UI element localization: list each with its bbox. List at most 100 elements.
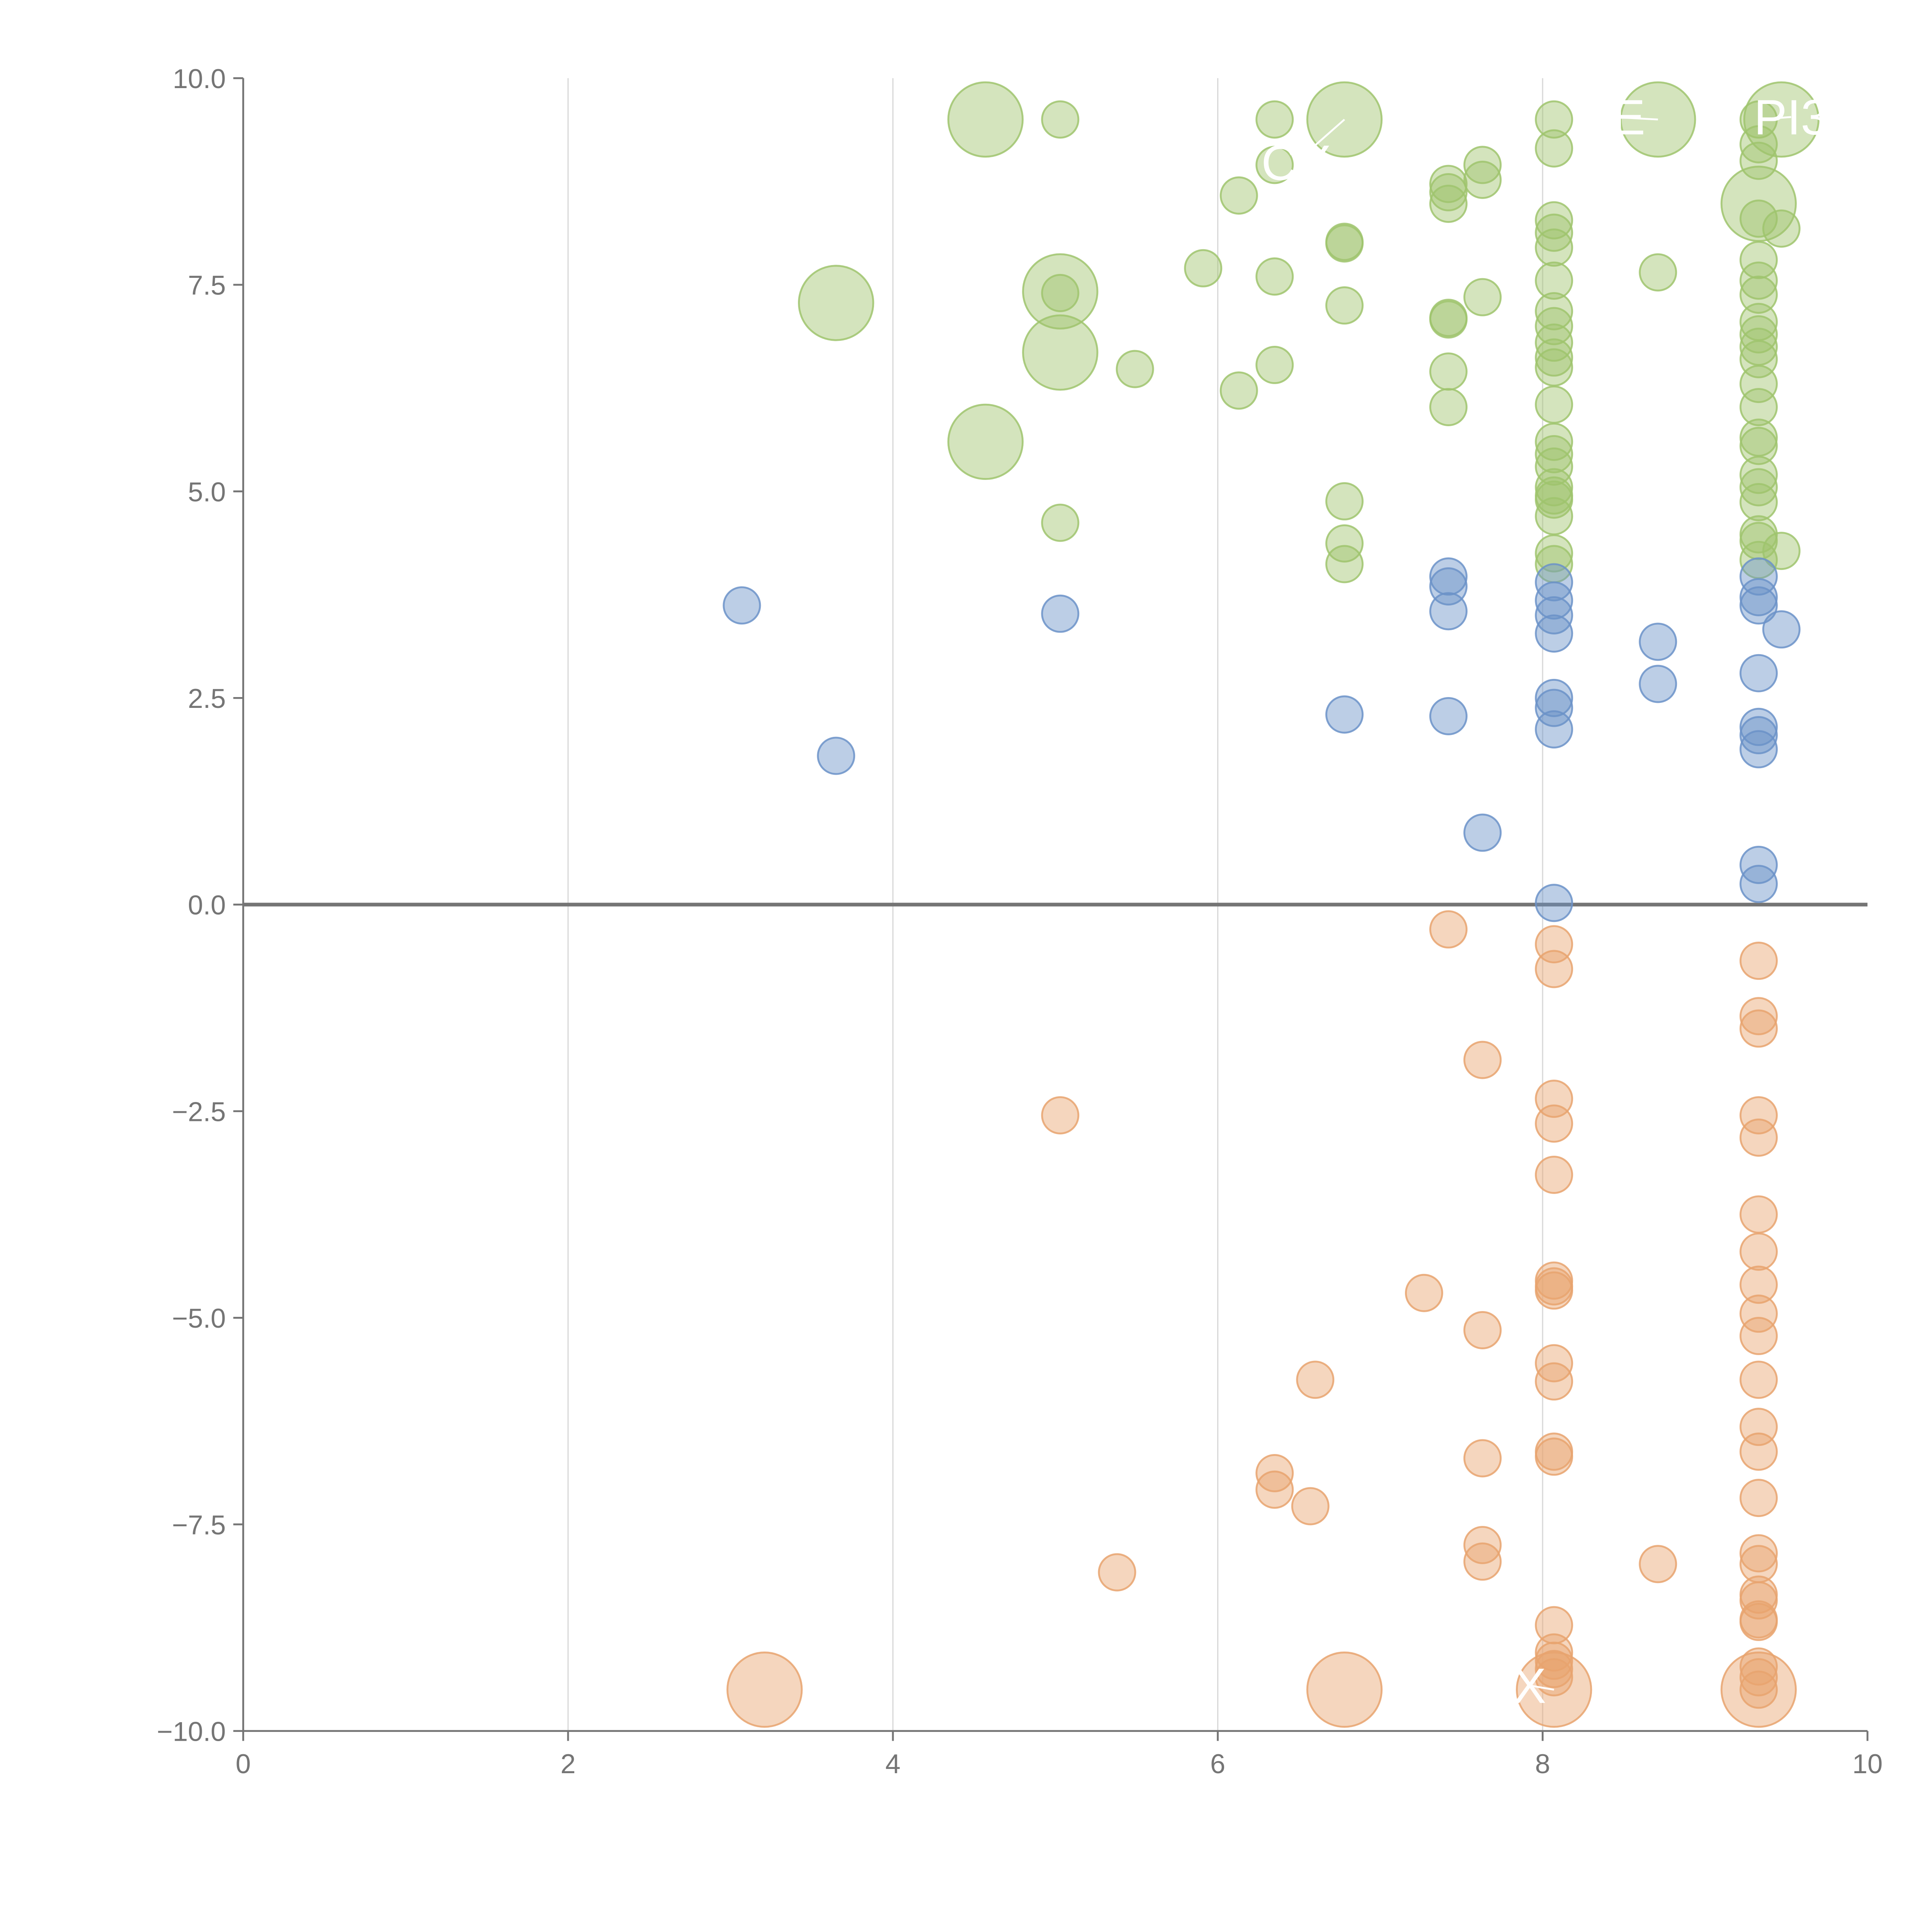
data-point xyxy=(1429,697,1468,735)
data-point xyxy=(1739,1602,1778,1641)
data-point xyxy=(1535,1271,1573,1310)
data-point xyxy=(1739,1534,1778,1573)
data-point xyxy=(1255,345,1294,384)
data-point xyxy=(1535,1155,1573,1194)
data-point xyxy=(1739,578,1778,616)
x-tick-label: 0 xyxy=(236,1748,251,1779)
data-point xyxy=(1463,278,1502,316)
y-tick-label: 5.0 xyxy=(188,476,226,507)
annotation-leader xyxy=(1759,116,1791,121)
data-point xyxy=(1739,468,1778,507)
data-point xyxy=(1720,1651,1797,1728)
data-point xyxy=(1535,228,1573,267)
data-point xyxy=(1739,1658,1778,1697)
data-point xyxy=(1535,689,1573,727)
data-point xyxy=(1535,884,1573,922)
data-point xyxy=(1535,679,1573,717)
data-point xyxy=(1429,300,1468,339)
data-point xyxy=(1535,213,1573,252)
annotation-label: X xyxy=(1513,1658,1546,1714)
data-point xyxy=(1762,610,1801,649)
y-tick-label: 10.0 xyxy=(173,63,226,94)
data-point xyxy=(1041,1096,1080,1134)
data-point xyxy=(1739,865,1778,903)
data-point xyxy=(1291,1487,1330,1526)
data-point xyxy=(1535,261,1573,300)
data-point xyxy=(1184,249,1223,287)
data-point xyxy=(723,586,761,625)
data-point xyxy=(1098,1553,1136,1592)
data-point xyxy=(1535,480,1573,519)
y-tick-label: 0.0 xyxy=(188,890,226,920)
data-point xyxy=(1535,1658,1573,1697)
data-point xyxy=(1535,447,1573,486)
x-tick-label: 8 xyxy=(1535,1748,1550,1779)
data-point xyxy=(1255,100,1294,139)
data-point xyxy=(1535,1362,1573,1401)
data-point xyxy=(1739,1118,1778,1157)
data-point xyxy=(1219,371,1258,410)
data-point xyxy=(1739,365,1778,403)
data-point xyxy=(1325,286,1364,325)
data-point xyxy=(1739,1479,1778,1517)
data-point xyxy=(1535,1104,1573,1143)
data-point xyxy=(1739,1009,1778,1048)
data-point xyxy=(1739,1670,1778,1709)
data-point xyxy=(1463,1041,1502,1079)
data-point xyxy=(1739,125,1778,163)
data-point xyxy=(947,81,1024,158)
data-point xyxy=(817,736,855,775)
y-tick-label: −2.5 xyxy=(172,1096,226,1127)
annotation-leader xyxy=(1295,119,1345,163)
data-point xyxy=(1535,385,1573,424)
y-tick-label: −5.0 xyxy=(172,1303,226,1333)
data-point xyxy=(1429,173,1468,211)
data-point xyxy=(1463,146,1502,184)
data-point xyxy=(1535,468,1573,507)
data-point xyxy=(1739,716,1778,755)
data-point xyxy=(726,1651,803,1728)
data-point xyxy=(1463,1439,1502,1478)
data-point xyxy=(1739,241,1778,279)
x-tick-label: 6 xyxy=(1210,1748,1225,1779)
data-point xyxy=(1739,1432,1778,1471)
data-point xyxy=(1255,1470,1294,1509)
data-point xyxy=(1022,314,1099,391)
data-point xyxy=(1463,1542,1502,1581)
data-point xyxy=(1739,483,1778,521)
data-point xyxy=(1296,1361,1335,1399)
data-point xyxy=(1255,257,1294,296)
data-point xyxy=(1535,581,1573,620)
data-point xyxy=(1463,1526,1502,1565)
data-point xyxy=(1739,1647,1778,1686)
y-tick-label: −10.0 xyxy=(157,1716,226,1747)
data-point xyxy=(1535,100,1573,139)
annotation-leader xyxy=(1611,116,1658,121)
data-point xyxy=(1762,209,1801,248)
y-tick-label: 2.5 xyxy=(188,683,226,714)
data-point xyxy=(1739,942,1778,980)
data-point xyxy=(1739,707,1778,746)
data-point xyxy=(1739,730,1778,769)
x-tick-label: 10 xyxy=(1852,1748,1883,1779)
data-points xyxy=(723,81,1820,1728)
data-point xyxy=(1022,253,1099,330)
data-point xyxy=(1429,592,1468,631)
x-tick-label: 2 xyxy=(560,1748,575,1779)
data-point xyxy=(1463,813,1502,852)
data-point xyxy=(1535,348,1573,387)
annotation-label: PI3 xyxy=(1754,90,1828,145)
data-point xyxy=(1255,1454,1294,1492)
data-point xyxy=(1535,435,1573,473)
data-point xyxy=(1639,253,1677,292)
data-point xyxy=(1535,1437,1573,1476)
data-point xyxy=(1739,1361,1778,1399)
data-point xyxy=(1639,665,1677,703)
data-point xyxy=(1739,141,1778,180)
data-point xyxy=(1535,1650,1573,1688)
data-point xyxy=(1041,274,1080,312)
data-point xyxy=(1535,129,1573,168)
data-point xyxy=(1535,292,1573,330)
data-point xyxy=(1219,176,1258,215)
